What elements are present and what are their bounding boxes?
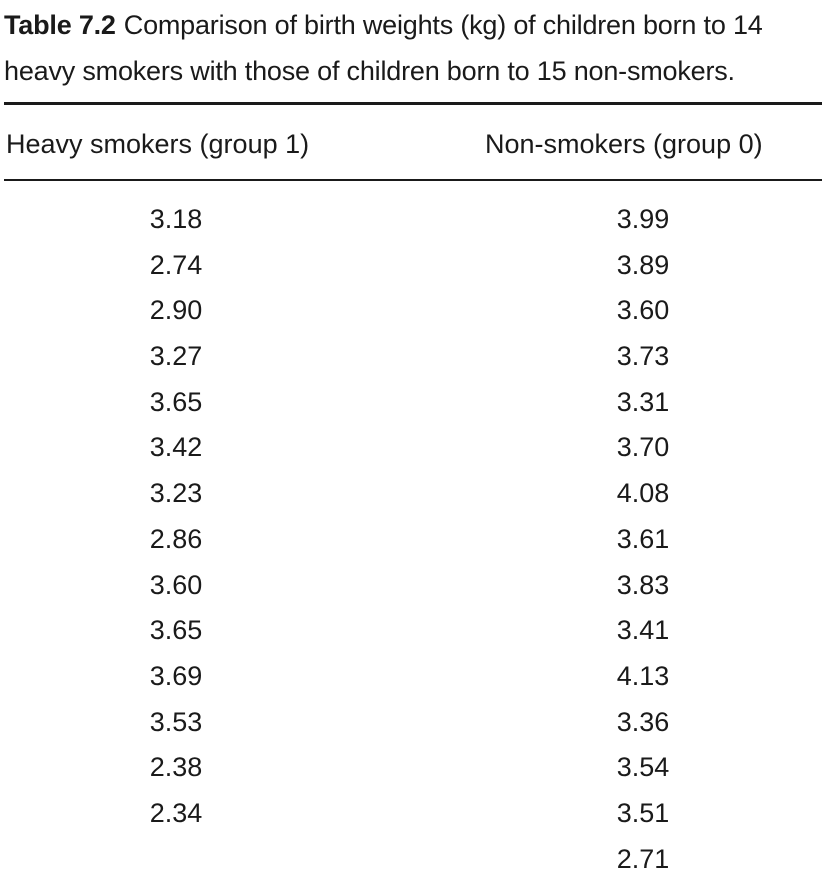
non-smokers-cell: 3.31: [616, 386, 670, 417]
heavy-smokers-cell: 3.18: [149, 204, 203, 234]
heavy-smokers-cell: 2.34: [149, 797, 203, 828]
heavy-smokers-cell: 3.23: [149, 478, 203, 509]
non-smokers-cell: 4.08: [616, 478, 670, 509]
heavy-smokers-cell: 3.60: [149, 569, 203, 600]
heavy-smokers-cell: 3.53: [149, 706, 203, 737]
non-smokers-cell: 3.70: [616, 432, 670, 463]
non-smokers-cell: 3.51: [616, 797, 670, 828]
non-smokers-column: 3.99 3.89 3.60 3.73 3.31 3.70 4.08 3.61 3.83 3.41…: [583, 197, 703, 882]
non-smokers-cell: 3.83: [616, 569, 670, 600]
table-label: Table 7.2: [4, 10, 116, 40]
non-smokers-cell: 3.36: [616, 706, 670, 737]
non-smokers-cell: 3.99: [616, 204, 670, 234]
heavy-smokers-cell: 3.69: [149, 660, 203, 691]
non-smokers-cell: 3.73: [616, 341, 670, 372]
column-header-non-smokers: Non-smokers (group 0): [485, 129, 763, 159]
heavy-smokers-cell: 3.27: [149, 341, 203, 372]
heavy-smokers-cell: 2.74: [149, 249, 203, 280]
non-smokers-cell: 3.54: [616, 752, 670, 783]
column-header-heavy-smokers: Heavy smokers (group 1): [6, 129, 310, 159]
heavy-smokers-cell: 2.86: [149, 523, 203, 554]
heavy-smokers-cell: 3.65: [149, 615, 203, 646]
non-smokers-cell: 3.41: [616, 615, 670, 646]
heavy-smokers-cell: 3.65: [149, 386, 203, 417]
table-caption: Table 7.2 Comparison of birth weights (kg…: [4, 2, 826, 94]
caption-text: Comparison of birth weights (kg) of chil…: [4, 10, 763, 86]
non-smokers-cell: 3.60: [616, 295, 670, 326]
heavy-smokers-cell: 3.42: [149, 432, 203, 463]
heavy-smokers-cell: 2.38: [149, 752, 203, 783]
header-rule: [4, 179, 822, 181]
non-smokers-cell: 4.13: [616, 660, 670, 691]
heavy-smokers-cell: 2.90: [149, 295, 203, 326]
heavy-smokers-column: 3.18 2.74 2.90 3.27 3.65 3.42 3.23 2.86 3.60 3.65…: [116, 197, 236, 837]
non-smokers-cell: 3.89: [616, 249, 670, 280]
top-rule: [4, 102, 822, 105]
non-smokers-cell: 3.61: [616, 523, 670, 554]
non-smokers-cell: 2.71: [616, 843, 670, 874]
